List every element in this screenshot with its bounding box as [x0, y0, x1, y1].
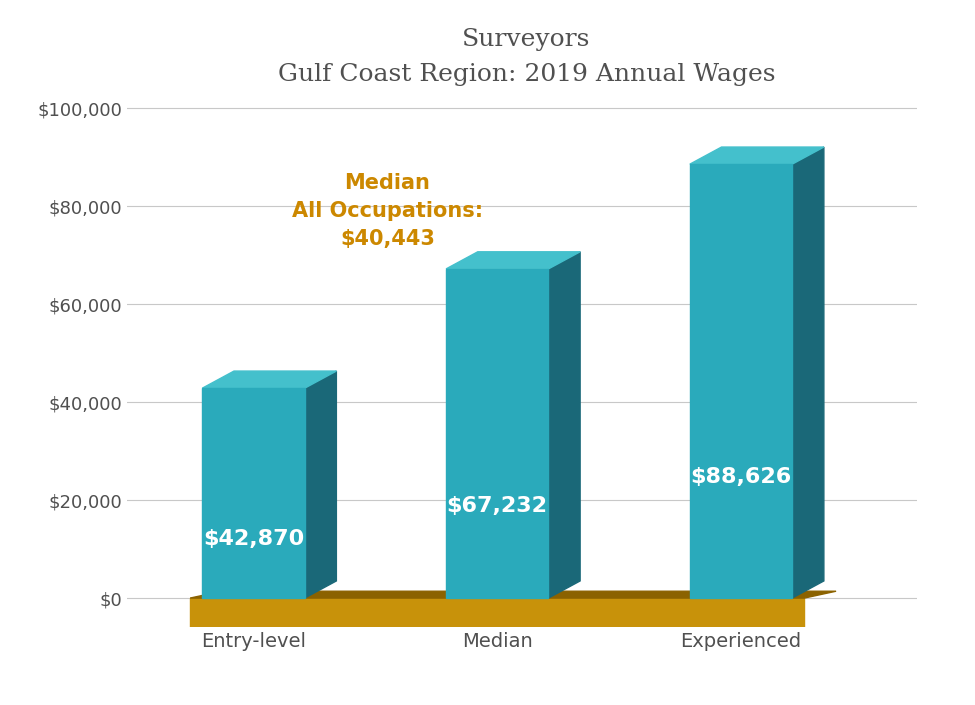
- Polygon shape: [190, 598, 804, 627]
- Polygon shape: [447, 252, 580, 269]
- Text: $42,870: $42,870: [203, 529, 304, 549]
- Text: $67,232: $67,232: [447, 496, 548, 516]
- Polygon shape: [447, 269, 548, 598]
- Text: Median
All Occupations:
$40,443: Median All Occupations: $40,443: [292, 173, 484, 250]
- Polygon shape: [190, 591, 836, 598]
- Polygon shape: [548, 252, 580, 598]
- Polygon shape: [792, 147, 824, 598]
- Polygon shape: [690, 147, 824, 164]
- Polygon shape: [203, 371, 336, 388]
- Polygon shape: [690, 164, 792, 598]
- Text: Gulf Coast Region: 2019 Annual Wages: Gulf Coast Region: 2019 Annual Wages: [278, 63, 775, 87]
- Text: Surveyors: Surveyors: [462, 28, 591, 51]
- Polygon shape: [203, 388, 304, 598]
- Polygon shape: [304, 371, 336, 598]
- Text: $88,626: $88,626: [690, 467, 792, 486]
